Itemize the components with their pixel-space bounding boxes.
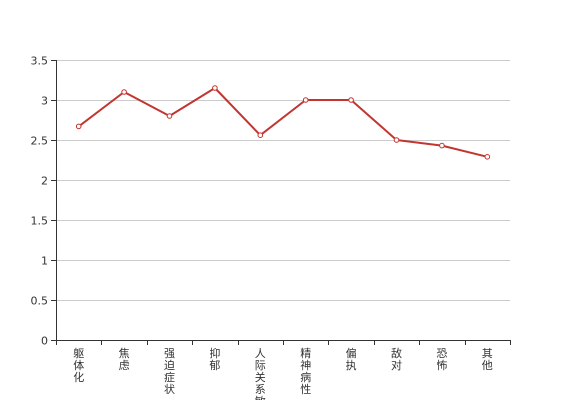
tick-labels: 0 0.5 1 1.5 2 2.5 3 3.5 躯体化 焦虑 强迫症状 抑郁 人际关系敏感 精神病性 偏执 敌… bbox=[31, 55, 493, 400]
data-point[interactable] bbox=[348, 97, 354, 103]
data-point[interactable] bbox=[439, 142, 445, 149]
data-point[interactable] bbox=[393, 137, 400, 143]
y-tick-label: 1 bbox=[41, 255, 48, 268]
y-tick-label: 2.5 bbox=[31, 135, 49, 148]
data-point[interactable] bbox=[302, 97, 309, 103]
x-category-label: 抑郁 bbox=[209, 346, 220, 372]
y-tick-label: 2 bbox=[41, 175, 48, 188]
x-category-label: 躯体化 bbox=[73, 347, 84, 384]
y-tick-label: 3 bbox=[41, 95, 48, 108]
series-line-group bbox=[75, 85, 491, 160]
x-category-label: 焦虑 bbox=[119, 347, 130, 372]
x-category-label: 偏执 bbox=[346, 346, 357, 372]
data-point[interactable] bbox=[212, 85, 218, 91]
y-tick-label: 1.5 bbox=[31, 215, 49, 228]
axes bbox=[51, 60, 511, 345]
x-category-label: 其他 bbox=[482, 347, 493, 372]
grid-lines bbox=[56, 60, 510, 301]
data-point[interactable] bbox=[257, 132, 264, 138]
data-point[interactable] bbox=[75, 123, 82, 130]
data-point[interactable] bbox=[121, 89, 127, 95]
y-tick-label: 0.5 bbox=[31, 295, 49, 308]
x-category-label: 精神病性 bbox=[300, 347, 311, 396]
series-line bbox=[78, 87, 488, 158]
x-category-label: 恐怖 bbox=[436, 347, 447, 372]
x-category-label: 敌对 bbox=[391, 346, 402, 372]
x-category-label: 人际关系敏感 bbox=[255, 347, 266, 400]
y-tick-label: 0 bbox=[41, 335, 48, 348]
data-point[interactable] bbox=[166, 113, 173, 119]
y-tick-label: 3.5 bbox=[31, 55, 49, 68]
x-category-label: 强迫症状 bbox=[164, 347, 175, 396]
data-point[interactable] bbox=[484, 154, 491, 160]
